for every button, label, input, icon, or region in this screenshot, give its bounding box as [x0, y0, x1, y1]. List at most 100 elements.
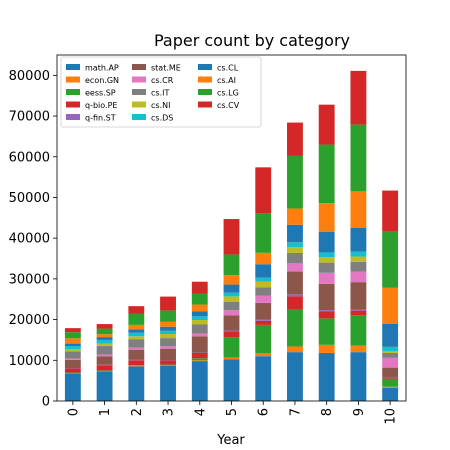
bar-segment: [160, 349, 176, 360]
bar-segment: [319, 203, 335, 231]
bar-segment: [192, 294, 208, 305]
bar-segment: [319, 273, 335, 284]
bar-segment: [97, 344, 113, 346]
bar-segment: [224, 337, 240, 357]
bar-segment: [97, 346, 113, 355]
legend-swatch: [66, 77, 80, 83]
bar-segment: [319, 105, 335, 145]
bar-segment: [160, 322, 176, 327]
bar-segment: [287, 208, 303, 224]
bar-segment: [350, 125, 366, 192]
bar-segment: [160, 365, 176, 366]
bar-segment: [224, 296, 240, 301]
bar-segment: [255, 356, 271, 401]
bar-segment: [192, 361, 208, 401]
bar-segment: [255, 282, 271, 288]
y-tick-label: 50000: [9, 191, 50, 206]
bar-segment: [287, 156, 303, 209]
bar-segment: [224, 310, 240, 315]
legend-swatch: [132, 102, 146, 108]
bar-segment: [224, 357, 240, 359]
bar-segment: [65, 359, 81, 360]
bar-segment: [192, 336, 208, 352]
legend-swatch: [66, 114, 80, 120]
x-tick-label: 1: [98, 408, 113, 416]
bar-segment: [97, 324, 113, 328]
bar-segment: [350, 71, 366, 125]
bar-segment: [350, 252, 366, 257]
bar-segment: [350, 228, 366, 252]
bar-segment: [319, 318, 335, 344]
y-tick-label: 0: [42, 395, 50, 410]
x-tick-label: 8: [320, 408, 335, 416]
bar-segment: [128, 306, 144, 313]
bar-segment: [255, 321, 271, 325]
bar-segment: [65, 346, 81, 349]
y-tick-label: 60000: [9, 150, 50, 165]
bar-segment: [350, 256, 366, 261]
legend-label: cs.DS: [151, 114, 173, 123]
bar-segment: [192, 316, 208, 320]
bar-segment: [128, 366, 144, 367]
legend-swatch: [66, 102, 80, 108]
bar-segment: [192, 353, 208, 358]
bar-segment: [350, 346, 366, 353]
chart-title: Paper count by category: [154, 31, 350, 50]
bar-segment: [224, 293, 240, 297]
bar-segment: [65, 332, 81, 338]
bar-segment: [382, 388, 398, 401]
bar-segment: [255, 264, 271, 277]
bar-segment: [255, 296, 271, 303]
bar-segment: [97, 340, 113, 344]
bar-segment: [382, 377, 398, 378]
bar-segment: [287, 253, 303, 263]
bar-segment: [97, 334, 113, 337]
bar-segment: [319, 284, 335, 310]
bar-segment: [160, 338, 176, 346]
bar-segment: [128, 365, 144, 366]
bar-segment: [319, 257, 335, 262]
bar-segment: [160, 365, 176, 366]
bar-segment: [160, 366, 176, 401]
bar-segment: [255, 325, 271, 353]
bar-segment: [224, 219, 240, 254]
legend-label: eess.SP: [85, 89, 116, 98]
x-tick-label: 10: [384, 408, 399, 425]
bar-segment: [65, 338, 81, 343]
bar-segment: [65, 373, 81, 401]
bar-segment: [128, 360, 144, 365]
bar-segment: [97, 365, 113, 370]
bar-segment: [350, 282, 366, 310]
bar-segment: [287, 296, 303, 309]
bar-segment: [255, 253, 271, 264]
bar-segment: [255, 278, 271, 282]
bar-segment: [382, 368, 398, 377]
bar-segment: [224, 359, 240, 401]
legend-label: q-fin.ST: [85, 114, 116, 123]
legend-swatch: [132, 77, 146, 83]
bar-segment: [287, 242, 303, 247]
bar-segment: [160, 331, 176, 334]
bar-segment: [255, 287, 271, 295]
legend-swatch: [132, 64, 146, 70]
bar-segment: [97, 371, 113, 401]
bar-segment: [382, 324, 398, 347]
x-tick-label: 2: [130, 408, 145, 416]
bar-segment: [97, 329, 113, 335]
bar-segment: [382, 351, 398, 353]
bar-segment: [192, 311, 208, 316]
bar-segment: [128, 333, 144, 337]
bar-segment: [160, 361, 176, 365]
y-tick-label: 70000: [9, 110, 50, 125]
bar-segment: [160, 334, 176, 338]
x-tick-label: 3: [162, 408, 177, 416]
bar-segment: [128, 325, 144, 329]
bar-segment: [287, 272, 303, 295]
bar-segment: [319, 145, 335, 204]
bar-segment: [65, 368, 81, 372]
bar-segment: [350, 262, 366, 272]
bar-segment: [128, 313, 144, 324]
bar-segment: [255, 320, 271, 321]
bar-segment: [350, 352, 366, 401]
bar-segment: [192, 358, 208, 360]
